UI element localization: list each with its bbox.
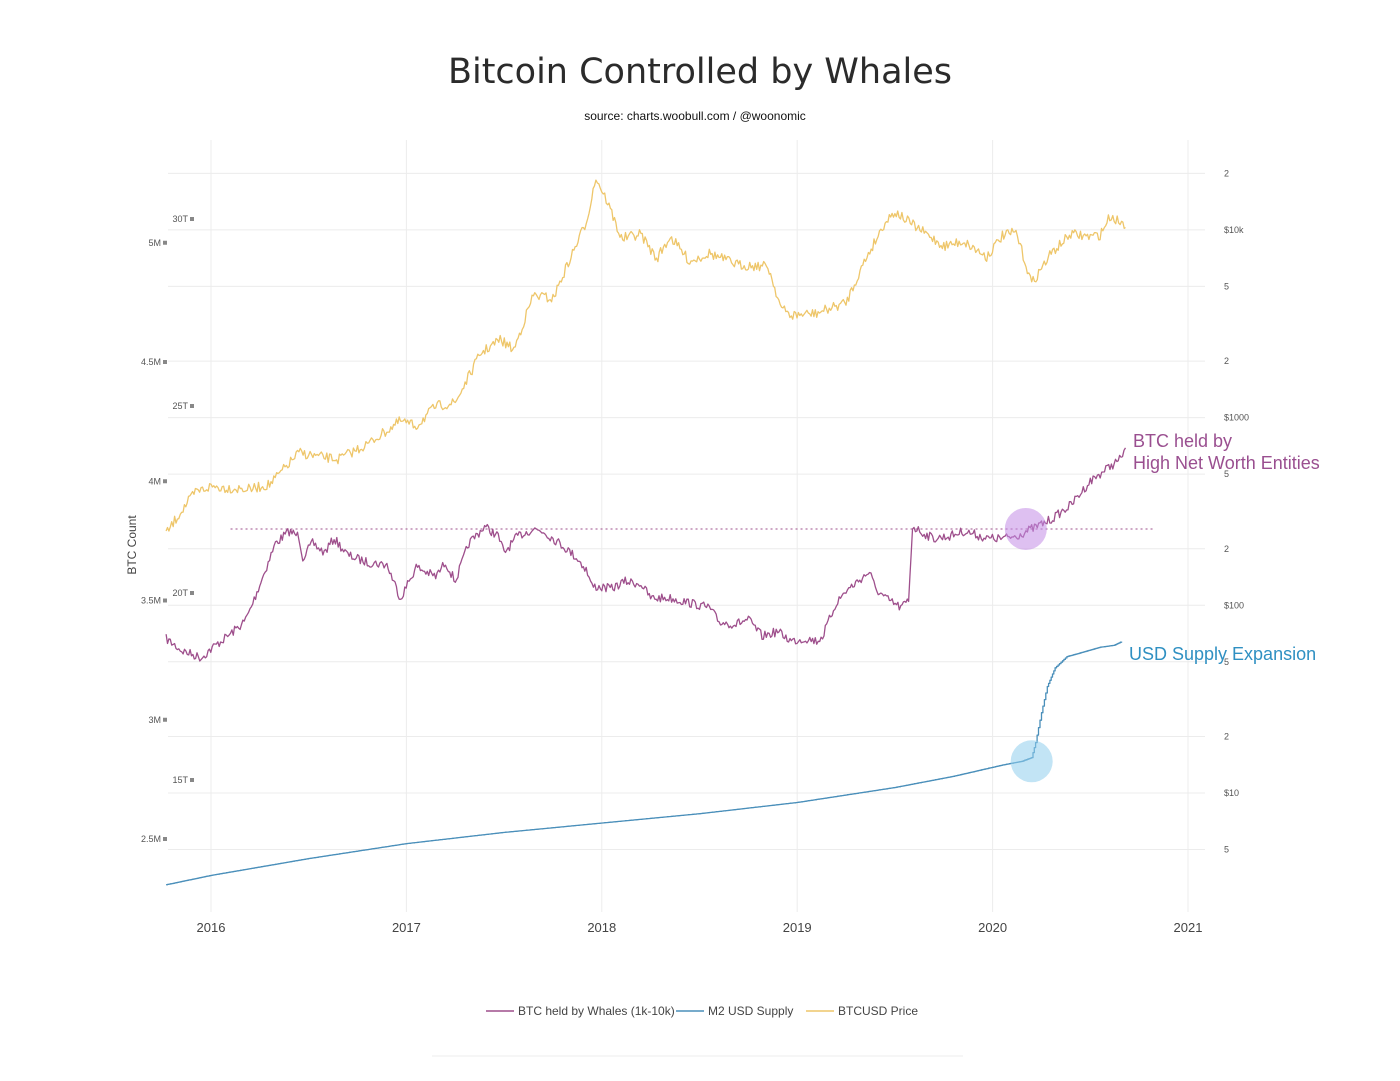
- y-left-tick-mark: [163, 360, 167, 364]
- y-right-tick-label: 2: [1224, 731, 1229, 741]
- y-left-tick-label: 3.5M: [141, 596, 161, 606]
- y-left-tick-mark: [163, 240, 167, 245]
- annotation-whales-line2: High Net Worth Entities: [1133, 453, 1320, 473]
- y-left2-tick-label: 20T: [172, 588, 188, 598]
- legend: BTC held by Whales (1k-10k) M2 USD Supply…: [486, 1004, 918, 1018]
- y-left2-tick-mark: [190, 217, 194, 221]
- y-left2-tick-mark: [190, 591, 194, 595]
- y-axis-right: 5 $10 2 5 $100 2 5 $1000 2 5 $10k 2: [1224, 168, 1249, 854]
- series-line-whales: [165, 447, 1127, 662]
- legend-label: BTC held by Whales (1k-10k): [518, 1004, 675, 1018]
- y-left2-tick-mark: [190, 778, 194, 782]
- y-left-tick-mark: [163, 837, 167, 841]
- highlight-circle-blue: [1010, 740, 1053, 783]
- chart-title: Bitcoin Controlled by Whales: [447, 52, 953, 92]
- y-axis-left: 2.5M 3M 3.5M 4M 4.5M 5M: [141, 238, 167, 844]
- y-left-tick-label: 4M: [148, 476, 161, 486]
- legend-item[interactable]: M2 USD Supply: [676, 1004, 793, 1018]
- y-axis-left-secondary: 15T 20T 25T 30T: [172, 214, 194, 785]
- grid: [168, 140, 1205, 912]
- series-line-m2: [166, 641, 1123, 886]
- legend-label: M2 USD Supply: [708, 1004, 793, 1018]
- y-right-tick-label: 2: [1224, 356, 1229, 366]
- y-axis-title: BTC Count: [125, 515, 139, 575]
- y-left2-tick-label: 25T: [172, 401, 188, 411]
- y-right-tick-label: 2: [1224, 168, 1229, 178]
- legend-item[interactable]: BTC held by Whales (1k-10k): [486, 1004, 675, 1018]
- y-right-tick-label: 5: [1224, 657, 1229, 667]
- highlight-circles: [1004, 507, 1053, 783]
- legend-label: BTCUSD Price: [838, 1004, 918, 1018]
- y-right-tick-label: $10k: [1224, 225, 1244, 235]
- x-tick-label: 2019: [783, 920, 812, 935]
- x-tick-label: 2018: [587, 920, 616, 935]
- highlight-circle-purple: [1004, 507, 1047, 550]
- y-right-tick-label: $100: [1224, 600, 1244, 610]
- y-right-tick-label: 2: [1224, 544, 1229, 554]
- chart-subtitle: source: charts.woobull.com / @woonomic: [584, 109, 806, 123]
- series-line-price: [165, 179, 1126, 532]
- y-left-tick-label: 2.5M: [141, 834, 161, 844]
- y-left-tick-label: 3M: [148, 715, 161, 725]
- y-right-tick-label: $10: [1224, 788, 1239, 798]
- x-tick-label: 2016: [197, 920, 226, 935]
- y-left2-tick-label: 15T: [172, 775, 188, 785]
- y-right-tick-label: $1000: [1224, 413, 1249, 423]
- legend-item[interactable]: BTCUSD Price: [806, 1004, 918, 1018]
- x-tick-label: 2020: [978, 920, 1007, 935]
- y-left2-tick-label: 30T: [172, 214, 188, 224]
- x-tick-label: 2021: [1174, 920, 1203, 935]
- y-left-tick-mark: [163, 598, 167, 603]
- annotation-m2: USD Supply Expansion: [1129, 644, 1316, 664]
- y-right-tick-label: 5: [1224, 281, 1229, 291]
- y-left-tick-label: 4.5M: [141, 357, 161, 367]
- y-right-tick-label: 5: [1224, 469, 1229, 479]
- y-left-tick-mark: [163, 479, 167, 484]
- y-right-tick-label: 5: [1224, 845, 1229, 855]
- y-left-tick-mark: [163, 717, 167, 722]
- y-left2-tick-mark: [190, 404, 194, 408]
- x-axis: 2016 2017 2018 2019 2020 2021: [197, 920, 1203, 935]
- y-left-tick-label: 5M: [148, 238, 161, 248]
- annotation-whales-line1: BTC held by: [1133, 431, 1232, 451]
- series-layer: [165, 179, 1127, 886]
- x-tick-label: 2017: [392, 920, 421, 935]
